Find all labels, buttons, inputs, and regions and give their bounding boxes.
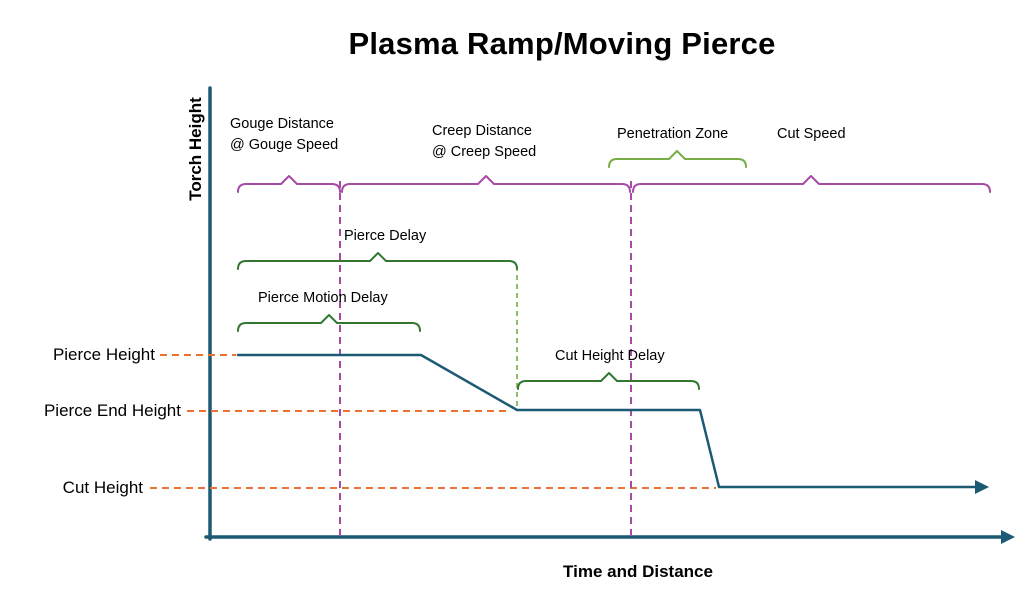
torch-height-curve bbox=[236, 353, 980, 489]
pierce-delay-label: Pierce Delay bbox=[344, 228, 427, 244]
x-axis-label: Time and Distance bbox=[563, 562, 713, 581]
creep-distance-label-line1: Creep Distance bbox=[432, 123, 532, 139]
pierce-motion-delay-brace bbox=[237, 314, 421, 332]
penetration-zone-label: Penetration Zone bbox=[617, 126, 729, 142]
torch-height-curve-arrowhead bbox=[975, 480, 989, 494]
pierce-motion-delay-label: Pierce Motion Delay bbox=[258, 290, 388, 306]
creep-distance-brace bbox=[341, 175, 631, 193]
gouge-distance-label-line1: Gouge Distance bbox=[230, 116, 334, 132]
pierce-end-height-label: Pierce End Height bbox=[43, 401, 181, 420]
x-axis-arrowhead bbox=[1001, 530, 1015, 544]
cut-speed-label: Cut Speed bbox=[777, 126, 846, 142]
creep-distance-label-line2: @ Creep Speed bbox=[432, 144, 537, 160]
gouge-distance-brace bbox=[237, 175, 341, 193]
gouge-distance-label-line2: @ Gouge Speed bbox=[230, 137, 339, 153]
penetration-zone-brace bbox=[608, 150, 747, 168]
cut-height-delay-brace bbox=[517, 372, 700, 390]
pierce-height-label: Pierce Height bbox=[52, 345, 155, 364]
gouge-distance-label: Gouge Distance @ Gouge Speed bbox=[230, 114, 338, 156]
page-title: Plasma Ramp/Moving Pierce bbox=[348, 26, 776, 61]
pierce-delay-brace bbox=[237, 252, 518, 270]
cut-height-label: Cut Height bbox=[62, 478, 143, 497]
creep-distance-label: Creep Distance @ Creep Speed bbox=[432, 121, 536, 163]
cut-speed-brace bbox=[632, 175, 991, 193]
y-axis-label: Torch Height bbox=[186, 97, 205, 201]
cut-height-delay-label: Cut Height Delay bbox=[555, 348, 665, 364]
